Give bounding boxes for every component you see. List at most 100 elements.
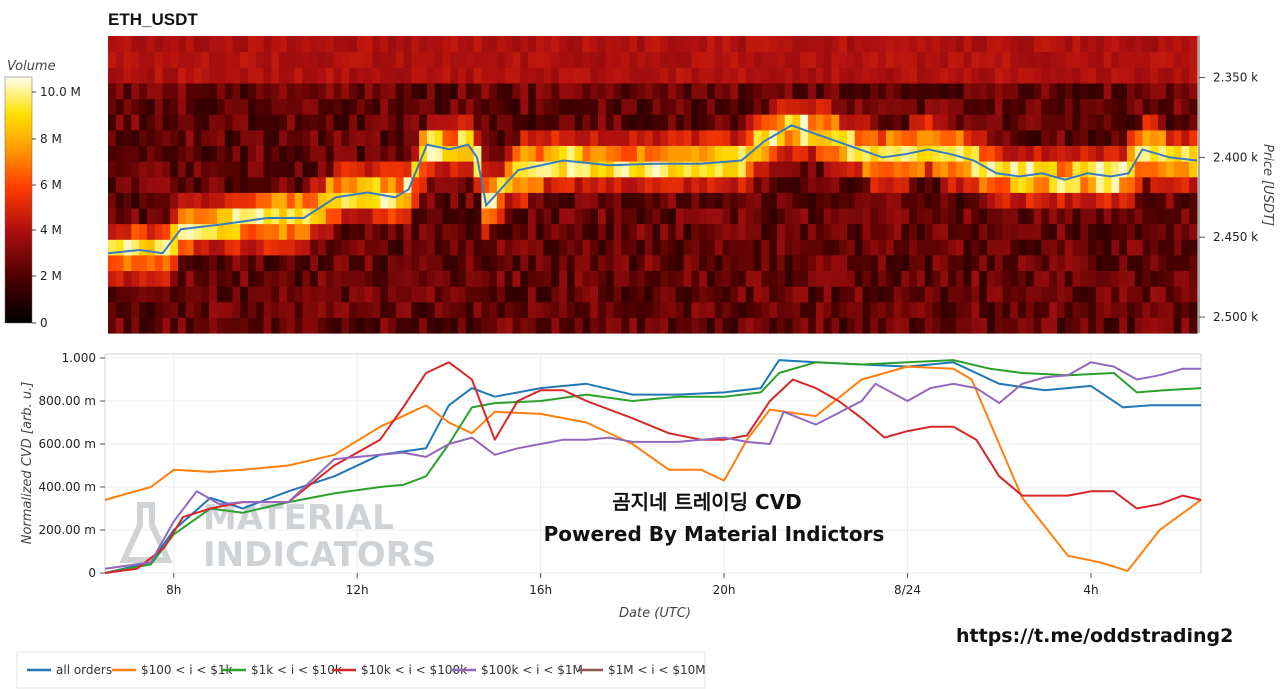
heatmap-cell bbox=[955, 270, 965, 287]
heatmap-cell bbox=[411, 317, 420, 334]
heatmap-cell bbox=[1072, 36, 1081, 53]
heatmap-cell bbox=[248, 207, 257, 225]
heatmap-cell bbox=[675, 82, 685, 100]
legend-label[interactable]: $10k < i < $100k bbox=[361, 663, 467, 677]
heatmap-cell bbox=[668, 98, 677, 115]
heatmap-cell bbox=[411, 82, 420, 100]
heatmap-cell bbox=[450, 223, 459, 240]
heatmap-cell bbox=[870, 67, 879, 84]
heatmap-cell bbox=[893, 129, 902, 146]
heatmap-cell bbox=[987, 223, 996, 240]
heatmap-cell bbox=[613, 36, 622, 53]
heatmap-cell bbox=[979, 207, 988, 225]
heatmap-cell bbox=[380, 301, 389, 318]
heatmap-cell bbox=[831, 192, 840, 209]
heatmap-cell bbox=[411, 176, 420, 193]
y-tick-label: 400.00 m bbox=[39, 480, 97, 494]
heatmap-cell bbox=[707, 254, 716, 271]
heatmap-cell bbox=[559, 161, 568, 178]
heatmap-cell bbox=[1111, 192, 1120, 209]
heatmap-cell bbox=[1049, 223, 1058, 240]
heatmap-cell bbox=[917, 145, 926, 162]
heatmap-cell bbox=[948, 223, 957, 240]
heatmap-cell bbox=[333, 270, 342, 287]
heatmap-cell bbox=[543, 254, 552, 271]
heatmap-cell bbox=[426, 207, 436, 225]
heatmap-cell bbox=[847, 176, 856, 193]
heatmap-cell bbox=[520, 223, 529, 240]
heatmap-cell bbox=[209, 270, 218, 287]
heatmap-cell bbox=[777, 270, 786, 287]
heatmap-cell bbox=[170, 270, 179, 287]
heatmap-cell bbox=[302, 176, 311, 193]
heatmap-cell bbox=[372, 176, 381, 193]
heatmap-cell bbox=[419, 301, 428, 318]
heatmap-cell bbox=[1072, 207, 1081, 225]
heatmap-cell bbox=[271, 301, 280, 318]
heatmap-cell bbox=[1127, 145, 1136, 162]
heatmap-cell bbox=[1049, 82, 1058, 100]
heatmap-cell bbox=[1189, 114, 1198, 131]
heatmap-cell bbox=[255, 207, 265, 225]
heatmap-cell bbox=[994, 254, 1004, 271]
heatmap-cell bbox=[987, 36, 996, 53]
telegram-link[interactable]: https://t.me/oddstrading2 bbox=[956, 625, 1233, 647]
heatmap-cell bbox=[792, 114, 801, 131]
heatmap-cell bbox=[318, 36, 327, 53]
heatmap-cell bbox=[994, 114, 1004, 131]
heatmap-cell bbox=[1119, 176, 1128, 193]
heatmap-cell bbox=[279, 286, 288, 303]
heatmap-cell bbox=[1018, 129, 1027, 146]
heatmap-cell bbox=[1057, 239, 1066, 256]
heatmap-cell bbox=[1072, 82, 1081, 100]
heatmap-cell bbox=[434, 239, 444, 256]
heatmap-cell bbox=[994, 176, 1004, 193]
heatmap-cell bbox=[1142, 192, 1151, 209]
heatmap-cell bbox=[193, 239, 202, 256]
heatmap-cell bbox=[847, 207, 856, 225]
heatmap-cell bbox=[831, 286, 840, 303]
heatmap-cell bbox=[730, 114, 739, 131]
heatmap-cell bbox=[815, 114, 825, 131]
heatmap-cell bbox=[380, 36, 389, 53]
heatmap-cell bbox=[792, 176, 801, 193]
heatmap-cell bbox=[854, 286, 864, 303]
legend-label[interactable]: $100 < i < $1k bbox=[141, 663, 233, 677]
heatmap-cell bbox=[800, 286, 809, 303]
heatmap-cell bbox=[419, 51, 428, 68]
heatmap-cell bbox=[862, 223, 871, 240]
heatmap-cell bbox=[636, 36, 646, 53]
legend-label[interactable]: $1M < i < $10M bbox=[608, 663, 706, 677]
heatmap-cell bbox=[108, 239, 117, 256]
heatmap-cell bbox=[1095, 67, 1105, 84]
heatmap-cell bbox=[909, 286, 918, 303]
heatmap-cell bbox=[294, 129, 304, 146]
heatmap-cell bbox=[201, 36, 210, 53]
heatmap-cell bbox=[831, 317, 840, 334]
heatmap-cell bbox=[636, 207, 646, 225]
heatmap-cell bbox=[372, 129, 381, 146]
heatmap-cell bbox=[683, 114, 692, 131]
heatmap-cell bbox=[426, 51, 436, 68]
legend-label[interactable]: $1k < i < $10k bbox=[251, 663, 342, 677]
heatmap-cell bbox=[193, 286, 202, 303]
heatmap-cell bbox=[1049, 286, 1058, 303]
heatmap-cell bbox=[294, 254, 304, 271]
heatmap-cell bbox=[691, 301, 700, 318]
heatmap-cell bbox=[1095, 51, 1105, 68]
heatmap-cell bbox=[870, 51, 879, 68]
heatmap-cell bbox=[1080, 192, 1089, 209]
heatmap-cell bbox=[458, 176, 467, 193]
heatmap-cell bbox=[520, 192, 529, 209]
heatmap-cell bbox=[146, 301, 156, 318]
heatmap-cell bbox=[123, 301, 132, 318]
heatmap-cell bbox=[893, 192, 902, 209]
legend-label[interactable]: all orders bbox=[56, 663, 112, 677]
heatmap-cell bbox=[318, 254, 327, 271]
heatmap-cell bbox=[248, 223, 257, 240]
heatmap-cell bbox=[294, 239, 304, 256]
heatmap-cell bbox=[605, 67, 615, 84]
heatmap-cell bbox=[893, 176, 902, 193]
legend-label[interactable]: $100k < i < $1M bbox=[481, 663, 583, 677]
heatmap-cell bbox=[271, 286, 280, 303]
